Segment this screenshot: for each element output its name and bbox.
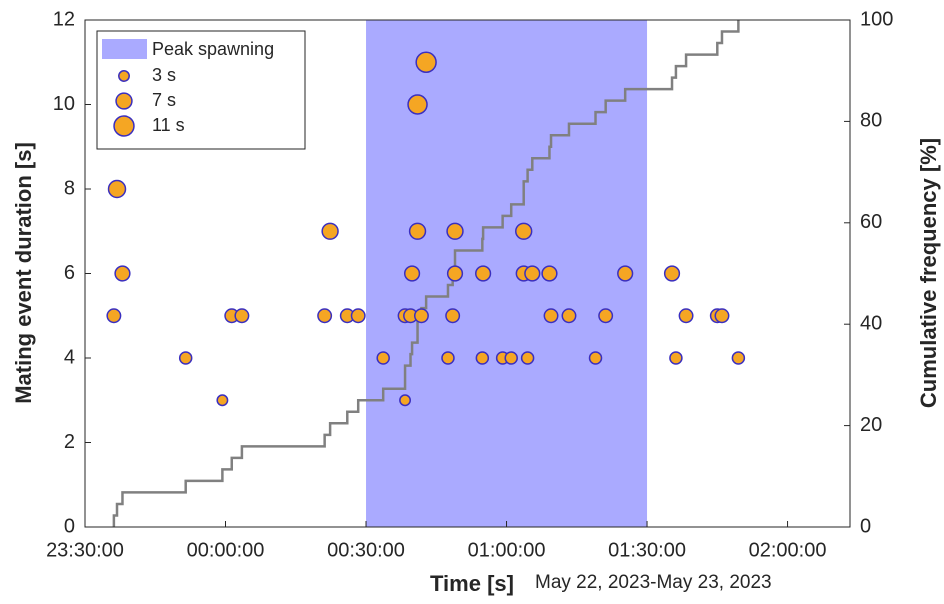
point xyxy=(408,222,427,240)
point xyxy=(598,308,614,324)
legend-label: Peak spawning xyxy=(152,39,274,59)
y-tick-label: 8 xyxy=(64,177,75,199)
y-axis-label: Mating event duration [s] xyxy=(11,142,36,404)
point xyxy=(445,308,461,324)
x-tick-label: 23:30:00 xyxy=(46,539,124,561)
y2-tick-label: 60 xyxy=(860,211,882,233)
legend-marker xyxy=(115,92,133,110)
point xyxy=(731,351,746,365)
point xyxy=(376,351,390,365)
point xyxy=(475,351,490,365)
y-tick-label: 2 xyxy=(64,431,75,453)
y2-tick-label: 0 xyxy=(860,515,871,537)
y2-tick-label: 80 xyxy=(860,110,882,132)
y2-tick-label: 40 xyxy=(860,312,882,334)
legend-marker xyxy=(118,70,130,82)
point xyxy=(475,265,492,282)
point xyxy=(617,265,634,282)
point xyxy=(106,308,122,324)
point xyxy=(399,394,411,407)
point xyxy=(178,351,193,365)
point xyxy=(678,308,694,324)
point xyxy=(216,394,229,407)
x-tick-label: 02:00:00 xyxy=(749,539,827,561)
legend-marker xyxy=(113,115,135,137)
y-tick-label: 10 xyxy=(53,93,75,115)
legend-label: 7 s xyxy=(152,90,176,110)
point xyxy=(114,265,131,282)
point xyxy=(446,222,464,240)
x-tick-label: 00:30:00 xyxy=(327,539,405,561)
point xyxy=(504,351,518,365)
y-tick-label: 0 xyxy=(64,515,75,537)
x-tick-label: 00:00:00 xyxy=(187,539,265,561)
point xyxy=(446,265,464,282)
y2-tick-label: 20 xyxy=(860,414,882,436)
point xyxy=(515,222,533,240)
point xyxy=(413,308,429,324)
legend-swatch xyxy=(102,39,147,59)
point xyxy=(543,308,559,324)
legend-label: 3 s xyxy=(152,65,176,85)
point xyxy=(234,308,250,324)
point xyxy=(524,265,541,282)
x-axis-note: May 22, 2023-May 23, 2023 xyxy=(535,572,772,593)
point xyxy=(350,308,366,324)
x-axis-label: Time [s] xyxy=(430,571,514,596)
point xyxy=(541,265,558,282)
y2-axis-label: Cumulative frequency [%] xyxy=(916,138,941,408)
point xyxy=(403,265,421,282)
legend-label: 11 s xyxy=(152,115,185,135)
x-tick-label: 01:30:00 xyxy=(608,539,686,561)
point xyxy=(317,308,333,324)
point xyxy=(321,222,339,240)
point xyxy=(415,51,437,73)
x-tick-label: 01:00:00 xyxy=(468,539,546,561)
y2-tick-label: 100 xyxy=(860,8,893,30)
y-tick-label: 6 xyxy=(64,262,75,284)
y-tick-label: 4 xyxy=(64,346,75,368)
point xyxy=(714,308,730,324)
point xyxy=(669,351,683,365)
point xyxy=(588,351,603,365)
point xyxy=(407,94,428,115)
y-tick-label: 12 xyxy=(53,8,75,30)
point xyxy=(441,351,455,365)
point xyxy=(520,351,535,365)
plot-frame xyxy=(84,19,851,528)
point xyxy=(561,308,577,324)
point xyxy=(663,265,681,282)
point xyxy=(107,179,127,199)
